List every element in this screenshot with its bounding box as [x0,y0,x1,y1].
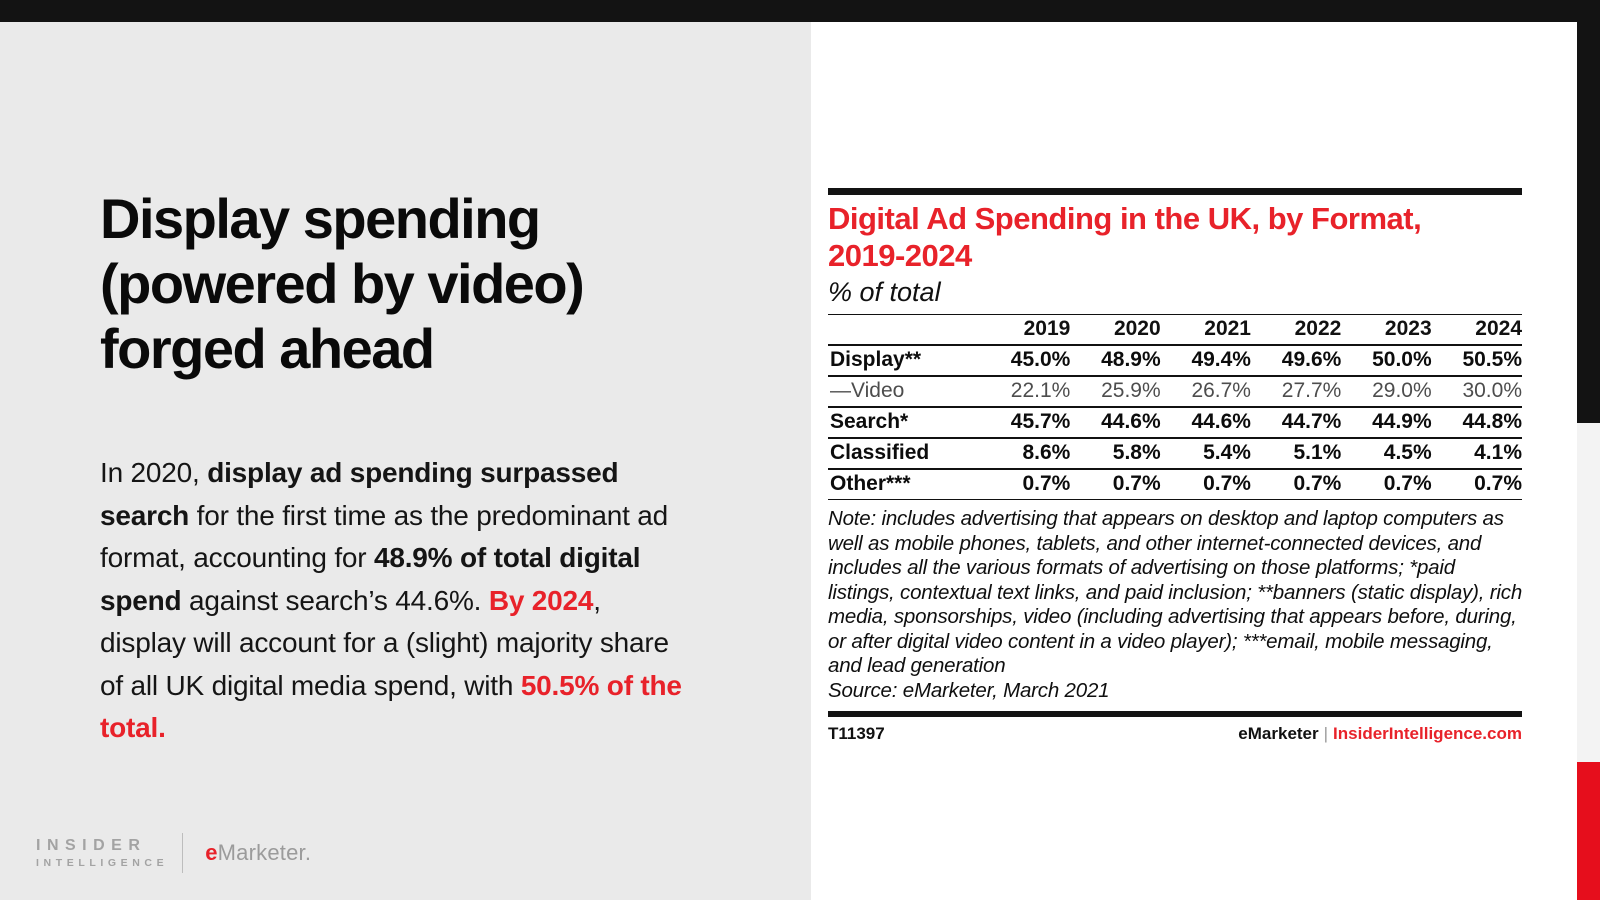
insider-intelligence-wordmark: INSIDER INTELLIGENCE [36,836,169,869]
table-header: 2019 2020 2021 2022 2023 2024 [828,314,1522,346]
row-label: Other*** [828,468,980,500]
slide-body-text: In 2020, display ad spending surpassed s… [100,452,690,750]
logo-divider [182,833,184,873]
chart-title-line-2: 2019-2024 [828,238,972,273]
value-cell: 45.7% [980,406,1071,439]
table-corner-cell [828,314,980,346]
body-text-segment: 50.5% of the total. [100,669,682,744]
chart-title-line-1: Digital Ad Spending in the UK, by Format… [828,201,1422,236]
value-cell: 0.7% [1341,468,1432,500]
footer-insiderintelligence-url: InsiderIntelligence.com [1333,724,1522,743]
chart-card: Digital Ad Spending in the UK, by Format… [828,188,1522,744]
value-cell: 45.0% [980,344,1071,377]
year-header: 2019 [980,314,1071,346]
footer-brand-line: eMarketer | InsiderIntelligence.com [1238,724,1522,744]
insider-intelligence-emarketer-logo: INSIDER INTELLIGENCE eMarketer. [36,830,311,876]
value-cell: 30.0% [1431,375,1522,408]
chart-subtitle: % of total [828,277,941,307]
row-label: Display** [828,344,980,377]
row-label: —Video [828,375,980,408]
body-text-segment: 48.9% of total digital spend [100,542,641,616]
note-text: Note: includes advertising that appears … [828,507,1523,677]
table-note: Note: includes advertising that appears … [828,507,1522,703]
value-cell: 49.4% [1160,344,1251,377]
value-cell: 4.5% [1341,437,1432,470]
footer-separator: | [1323,724,1329,743]
emarketer-e: e [205,840,218,865]
body-text-segment: In 2020, [100,457,208,488]
value-cell: 8.6% [980,437,1071,470]
table-row: Search* 45.7% 44.6% 44.6% 44.7% 44.9% 44.8% [828,406,1522,439]
value-cell: 5.8% [1070,437,1161,470]
card-footer: T11397 eMarketer | InsiderIntelligence.com [828,724,1522,744]
top-black-bar [0,0,1600,22]
logo-intelligence-text: INTELLIGENCE [36,856,169,869]
table-id: T11397 [828,724,885,743]
value-cell: 44.8% [1431,406,1522,439]
value-cell: 5.4% [1160,437,1251,470]
value-cell: 50.0% [1341,344,1432,377]
edge-strip-red [1577,762,1600,900]
headline-line-3: forged ahead [100,317,435,380]
year-header: 2020 [1070,314,1161,346]
value-cell: 5.1% [1250,437,1342,470]
data-table: 2019 2020 2021 2022 2023 2024 Display** 45.0% 4… [828,314,1522,500]
edge-strip-gray [1577,423,1600,762]
body-text-segment: By 2024 [488,584,594,616]
value-cell: 0.7% [1431,468,1522,500]
value-cell: 0.7% [1160,468,1251,500]
card-bottom-rule [828,711,1522,717]
body-text-segment: for the first time as the predominant ad… [100,499,669,574]
value-cell: 50.5% [1431,344,1522,377]
year-header: 2022 [1250,314,1342,346]
body-text-segment: , display will account for a (slight) ma… [100,584,669,701]
value-cell: 29.0% [1341,375,1432,408]
headline-line-2: (powered by video) [100,252,585,315]
value-cell: 4.1% [1431,437,1522,470]
emarketer-rest: Marketer. [217,840,312,865]
card-top-rule [828,188,1522,195]
year-header: 2021 [1160,314,1251,346]
slide-headline: Display spending (powered by video) forg… [100,186,740,381]
year-header: 2023 [1341,314,1432,346]
value-cell: 49.6% [1250,344,1342,377]
value-cell: 44.6% [1160,406,1251,439]
year-header: 2024 [1431,314,1522,346]
headline-line-1: Display spending [100,187,541,250]
value-cell: 26.7% [1160,375,1251,408]
chart-title: Digital Ad Spending in the UK, by Format… [828,200,1522,274]
value-cell: 0.7% [1070,468,1161,500]
table-body: Display** 45.0% 48.9% 49.4% 49.6% 50.0% 50.5% —… [828,344,1522,500]
row-label: Classified [828,437,980,470]
value-cell: 48.9% [1070,344,1161,377]
body-text-segment: against search’s 44.6%. [181,584,489,616]
footer-emarketer: eMarketer [1238,724,1319,743]
value-cell: 27.7% [1250,375,1342,408]
value-cell: 22.1% [980,375,1071,408]
edge-strip-black [1577,22,1600,423]
row-label: Search* [828,406,980,439]
table-row: Other*** 0.7% 0.7% 0.7% 0.7% 0.7% 0.7% [828,468,1522,500]
value-cell: 44.9% [1341,406,1432,439]
table-row: —Video 22.1% 25.9% 26.7% 27.7% 29.0% 30.0% [828,375,1522,408]
value-cell: 25.9% [1070,375,1161,408]
value-cell: 0.7% [980,468,1071,500]
value-cell: 44.7% [1250,406,1342,439]
logo-insider-text: INSIDER [36,836,147,854]
value-cell: 44.6% [1070,406,1161,439]
left-panel [0,22,811,900]
table-row: Display** 45.0% 48.9% 49.4% 49.6% 50.0% 50.5% [828,344,1522,377]
table-row: Classified 8.6% 5.8% 5.4% 5.1% 4.5% 4.1% [828,437,1522,470]
source-text: Source: eMarketer, March 2021 [828,678,1110,702]
body-text-segment: display ad spending surpassed search [100,457,619,531]
value-cell: 0.7% [1250,468,1342,500]
emarketer-wordmark: eMarketer. [205,840,311,866]
